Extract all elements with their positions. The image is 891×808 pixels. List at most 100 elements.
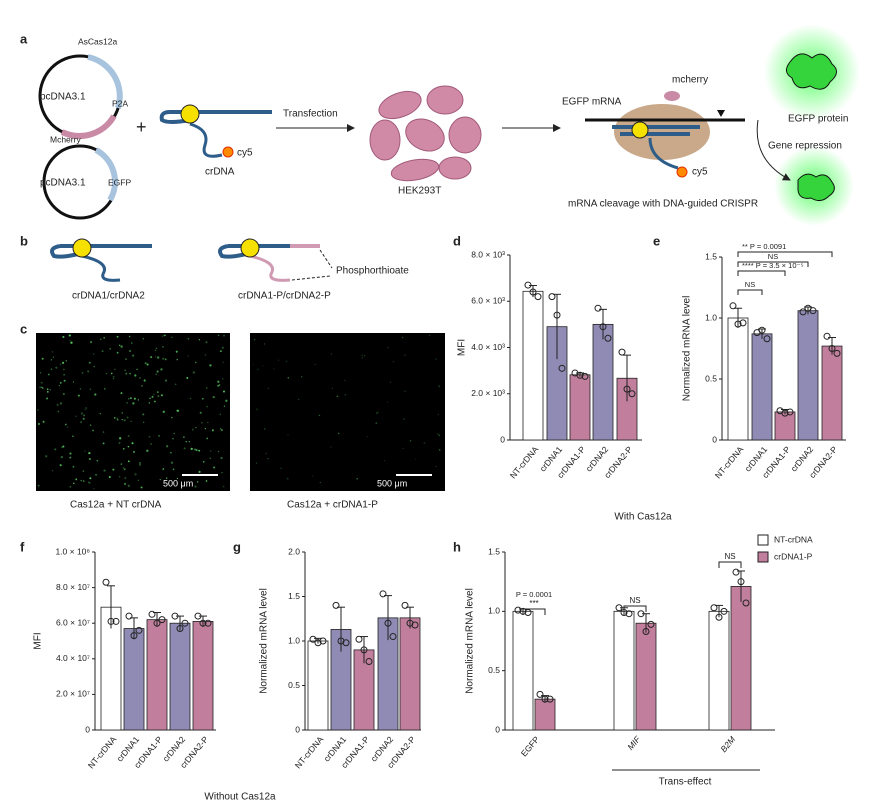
y-tick-label: 0 [500, 434, 505, 444]
data-point [148, 610, 156, 618]
pointer [291, 249, 333, 281]
data-point [742, 599, 750, 607]
speck [79, 388, 82, 390]
speck [92, 353, 95, 355]
bar [613, 610, 635, 731]
speck [137, 479, 139, 481]
speck [39, 386, 42, 389]
speck [46, 397, 49, 400]
speck [201, 397, 204, 400]
bar [751, 333, 773, 441]
speck [190, 447, 193, 451]
data-point [823, 332, 831, 340]
speck [127, 435, 130, 437]
label: crDNA1/crDNA2 [72, 291, 145, 302]
data-point [107, 617, 115, 625]
data-point [125, 612, 133, 620]
data-point [833, 349, 841, 357]
speck [68, 334, 71, 337]
speck [286, 477, 289, 480]
data-point [548, 293, 556, 301]
data-point [828, 345, 836, 352]
speck [157, 391, 159, 393]
bar [821, 345, 843, 441]
speck [128, 398, 130, 400]
data-point [809, 307, 817, 315]
speck [221, 346, 224, 349]
speck [125, 372, 128, 375]
speck [148, 435, 151, 438]
speck [366, 436, 368, 438]
data-point [171, 612, 179, 620]
speck [209, 457, 211, 459]
speck [377, 411, 379, 414]
speck [129, 372, 131, 375]
speck [437, 433, 439, 435]
speck [133, 397, 136, 400]
speck [102, 442, 105, 445]
speck [102, 431, 105, 433]
speck [132, 402, 135, 405]
speck [133, 450, 135, 453]
panel-a: AsCas12a pcDNA3.1 P2A Mcherry pcDNA3.1 E… [38, 24, 860, 226]
speck [82, 470, 85, 473]
speck [202, 460, 205, 463]
speck [344, 394, 346, 396]
speck [267, 458, 269, 460]
annotation: NS [768, 252, 778, 261]
data-point [763, 335, 771, 343]
speck [194, 448, 196, 451]
speck [150, 443, 153, 445]
speck [50, 359, 53, 361]
speck [172, 468, 175, 471]
speck [113, 417, 116, 419]
arrow [756, 119, 791, 181]
speck [277, 359, 280, 361]
legend-label: crDNA1-P [774, 551, 813, 561]
y-tick-label: 1.0 [488, 606, 500, 616]
scale-label: 500 μm [163, 478, 193, 488]
speck [185, 441, 187, 443]
speck [171, 336, 173, 338]
phosphorothioate [249, 254, 291, 282]
data-point [625, 610, 633, 618]
speck [131, 442, 134, 445]
speck [163, 334, 166, 337]
panel-letter: g [233, 539, 241, 554]
legend-label: NT-crDNA [774, 534, 813, 544]
speck [173, 432, 175, 435]
plasmid-gene [87, 54, 123, 109]
speck [77, 394, 80, 397]
speck [42, 420, 45, 423]
speck [126, 416, 129, 419]
caption: Cas12a + NT crDNA [70, 500, 162, 511]
data-point [112, 617, 120, 625]
speck [124, 369, 126, 372]
data-point [799, 308, 807, 316]
speck [209, 364, 212, 367]
speck [318, 414, 321, 417]
speck [252, 364, 254, 366]
speck [56, 403, 59, 406]
data-point [546, 695, 554, 703]
speck [95, 473, 97, 476]
dye [676, 166, 688, 178]
significance-bracket [737, 270, 786, 276]
crdna [612, 125, 700, 136]
label: mcherry [672, 75, 708, 86]
speck [287, 434, 289, 436]
speck [404, 354, 406, 356]
speck [198, 470, 201, 473]
label: HEK293T [398, 186, 441, 197]
bar [730, 586, 752, 731]
speck [92, 429, 94, 432]
panel-letter: e [653, 233, 660, 248]
speck [127, 460, 130, 463]
micrograph [36, 333, 230, 491]
speck [262, 365, 264, 367]
y-axis-label: MFI [33, 632, 44, 649]
speck [256, 408, 258, 411]
data-point [309, 635, 317, 643]
data-point [732, 568, 740, 576]
annotation: **** P = 3.5 × 10⁻⁵ [742, 261, 804, 270]
